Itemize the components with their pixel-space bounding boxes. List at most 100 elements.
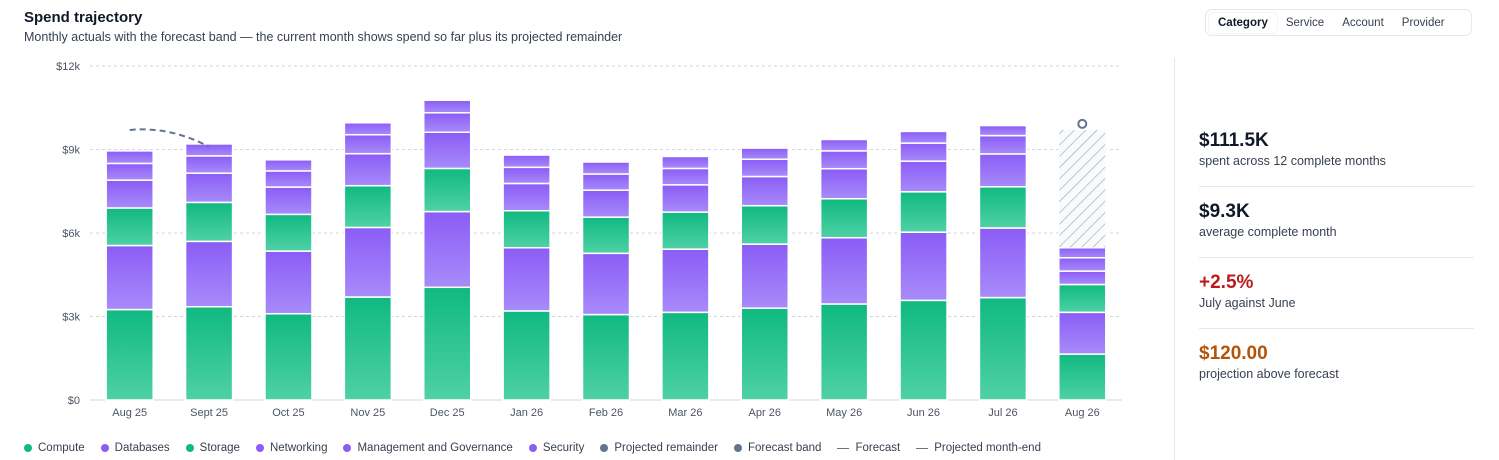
x-tick-label: May 26 — [826, 407, 862, 419]
x-tick-label: Dec 25 — [430, 407, 465, 419]
bar-segment — [819, 198, 869, 239]
x-tick-label: Aug 25 — [112, 407, 147, 419]
bar-segment — [899, 231, 948, 302]
bar-segment — [105, 150, 154, 165]
legend-marker-icon — [100, 444, 109, 452]
bar-segment — [502, 182, 551, 212]
x-tick-label: Aug 26 — [1065, 407, 1100, 419]
bar-segment — [105, 308, 154, 401]
bar-segment — [264, 213, 313, 252]
legend-item-databases[interactable]: Databases — [100, 442, 170, 454]
stat-value: +2.5% — [1199, 272, 1254, 293]
legend-item-forecast[interactable]: Forecast — [837, 442, 900, 454]
tab-service[interactable]: Service — [1285, 16, 1325, 29]
bar-segment — [422, 210, 472, 289]
bar-segment — [899, 299, 948, 401]
bar-segment — [502, 247, 551, 312]
bar-segment — [978, 134, 1028, 155]
x-tick-label: Feb 26 — [589, 407, 623, 419]
bar-segment — [978, 296, 1028, 401]
legend-item-projected-remainder[interactable]: Projected remainder — [600, 442, 718, 454]
bar-segment — [184, 306, 234, 401]
bar-segment — [978, 153, 1028, 188]
forecast-line — [129, 128, 210, 148]
bar-segment — [661, 184, 710, 213]
bar-segment — [661, 248, 710, 314]
legend-label: Projected remainder — [614, 442, 718, 454]
panel-divider — [1174, 58, 1175, 460]
x-tick-label: Sept 25 — [190, 407, 228, 419]
spend-chart: $0 $3k $6k $9k $12k Aug 25 Sept 25 Oct 25 Nov 25… — [56, 61, 1122, 419]
y-tick-label: $0 — [68, 395, 80, 407]
legend-item-projected-month-end[interactable]: Projected month-end — [916, 442, 1041, 454]
bar-segment — [819, 236, 869, 305]
x-tick-label: Jun 26 — [907, 407, 940, 419]
legend-item-compute[interactable]: Compute — [24, 442, 85, 454]
bar-segment — [343, 226, 393, 298]
legend-marker-icon — [733, 444, 742, 452]
legend-label: Security — [542, 442, 585, 454]
tab-category[interactable]: Category — [1209, 12, 1277, 33]
bar-segment — [581, 161, 631, 175]
bar-segment — [899, 142, 948, 162]
legend-item-networking[interactable]: Networking — [255, 442, 328, 454]
bar-segment — [661, 155, 710, 170]
bar-segment — [661, 211, 710, 250]
x-tick-label: Apr 26 — [749, 407, 781, 419]
legend-item-security[interactable]: Security — [528, 442, 585, 454]
bar-segment — [422, 131, 472, 170]
bar-segment — [740, 204, 790, 245]
bar-segment — [343, 133, 393, 155]
stat-projection-above-forecast: $120.00 projection above forecast — [1199, 329, 1474, 400]
bar-segment — [819, 150, 869, 170]
tab-account[interactable]: Account — [1342, 16, 1384, 29]
bar-segment — [899, 130, 948, 144]
projected-month-end-marker — [1077, 118, 1088, 129]
bar-segment — [581, 252, 631, 316]
stat-label: spent across 12 complete months — [1199, 154, 1386, 168]
bar-segment — [502, 209, 551, 249]
bar-segment — [581, 173, 631, 191]
chart-legend: Compute Databases Storage Networking Man… — [24, 442, 1057, 454]
bar-segment — [422, 99, 472, 114]
stat-average-month: $9.3K average complete month — [1199, 187, 1474, 258]
legend-item-management[interactable]: Management and Governance — [343, 442, 513, 454]
legend-label: Forecast band — [747, 442, 822, 454]
legend-marker-icon — [24, 444, 32, 452]
y-tick-label: $12k — [56, 61, 80, 73]
stat-value: $9.3K — [1199, 201, 1250, 222]
bar-segment — [899, 191, 948, 233]
legend-label: Forecast — [855, 442, 901, 454]
legend-label: Networking — [269, 442, 328, 454]
x-tick-label: Oct 25 — [272, 407, 304, 419]
bar-segment — [819, 303, 869, 401]
bar-segment — [819, 167, 869, 200]
stat-value: $120.00 — [1199, 343, 1268, 364]
bar-segment — [184, 172, 234, 204]
legend-item-forecast-band[interactable]: Forecast band — [733, 442, 822, 454]
bar-segment — [184, 155, 234, 174]
bar-segment — [502, 166, 551, 185]
legend-marker-icon — [185, 444, 194, 452]
stat-label: July against June — [1199, 296, 1296, 310]
tab-provider[interactable]: Provider — [1401, 16, 1445, 29]
bar-segment — [1058, 270, 1107, 286]
bar-segment — [264, 312, 313, 401]
projected-remainder-bar — [1058, 128, 1107, 249]
bar-segment — [740, 243, 790, 309]
legend-label: Compute — [38, 442, 85, 454]
bar-segment — [740, 158, 790, 178]
legend-item-storage[interactable]: Storage — [185, 442, 240, 454]
y-tick-label: $6k — [62, 228, 80, 240]
legend-line-icon — [916, 447, 929, 449]
x-tick-label: Nov 25 — [350, 407, 385, 419]
bar-segment — [978, 186, 1028, 229]
bar-segment — [740, 307, 790, 401]
bar-segment — [105, 179, 154, 209]
bar-segment — [502, 310, 551, 401]
legend-label: Storage — [199, 442, 240, 454]
bar-segment — [264, 159, 313, 172]
bar-segment — [422, 112, 472, 133]
bar-segment — [740, 147, 790, 160]
x-tick-label: Mar 26 — [668, 407, 702, 419]
